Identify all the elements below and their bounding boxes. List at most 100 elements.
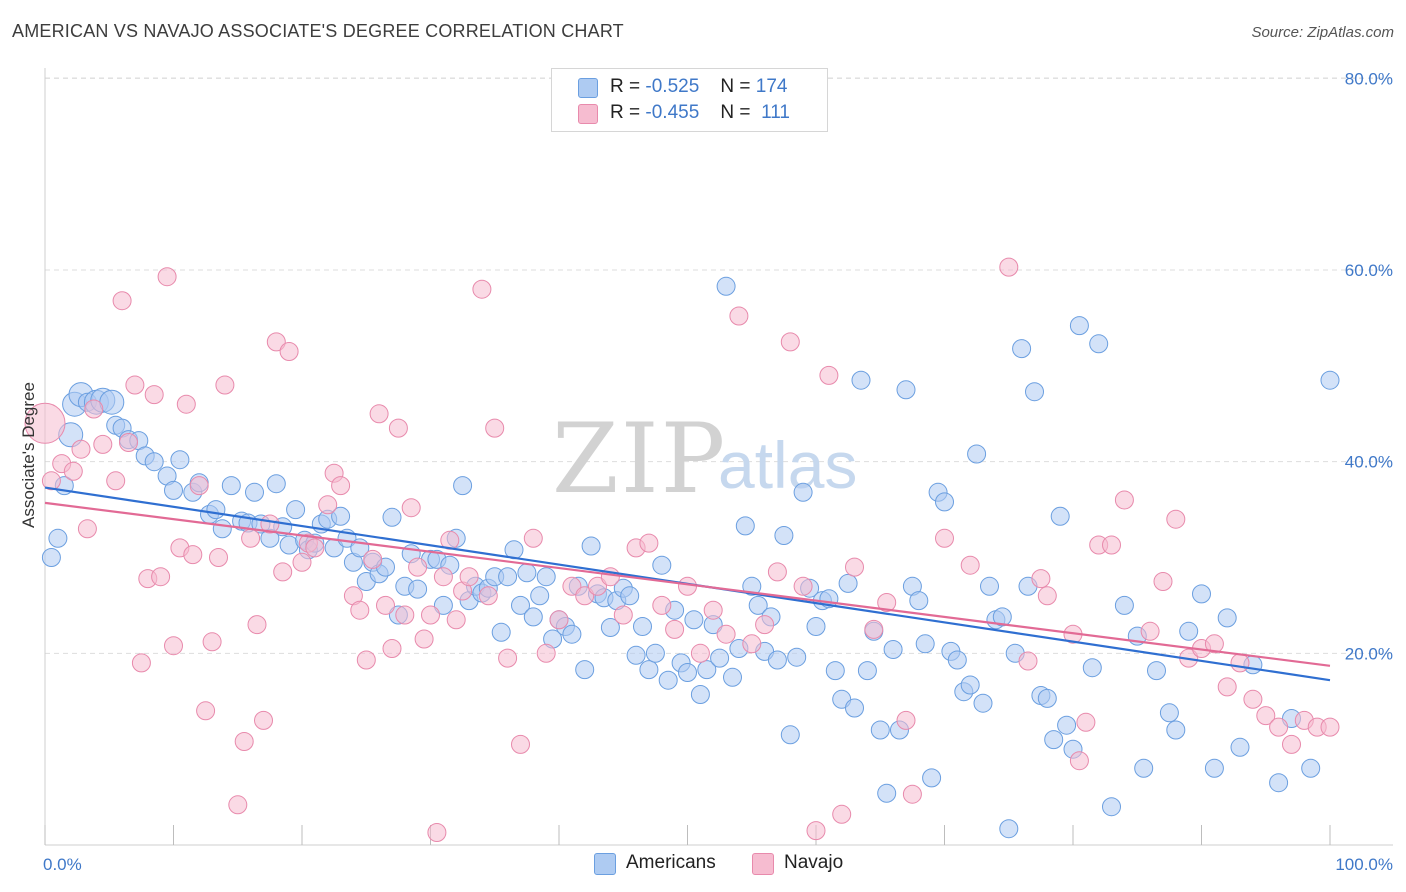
data-point-americans [909,591,929,611]
data-point-americans [947,650,967,670]
y-tick-label: 20.0% [1345,644,1393,663]
data-point-americans [1082,658,1102,678]
data-point-americans [1012,339,1032,359]
data-point-navajo [652,595,672,615]
data-point-navajo [780,332,800,352]
data-point-americans [600,618,620,637]
data-point-americans [838,573,858,593]
data-point-navajo [877,593,897,612]
data-point-americans [1147,661,1166,681]
data-point-americans [523,607,543,627]
data-point-navajo [1243,689,1263,709]
data-point-navajo [151,567,171,587]
data-point-americans [1269,773,1289,793]
data-point-navajo [536,643,556,663]
data-point-navajo [266,332,286,352]
data-point-navajo [665,619,685,639]
data-point-americans [935,492,954,512]
data-point-americans [1204,758,1224,778]
data-point-navajo [1153,572,1173,591]
data-point-navajo [459,567,479,587]
data-point-navajo [716,624,736,644]
data-point-navajo [1114,490,1134,510]
data-point-americans [1114,595,1134,615]
y-tick-label: 80.0% [1345,69,1393,88]
data-point-navajo [485,418,505,438]
data-point-navajo [549,610,569,630]
data-point-americans [806,617,826,636]
data-point-americans [723,667,742,687]
data-point-americans [453,476,473,496]
data-point-americans [1057,715,1077,735]
data-point-americans [170,450,190,470]
data-point-americans [960,675,980,695]
trend-line-navajo [44,501,1331,667]
data-point-americans [922,768,942,788]
data-point-americans [517,563,537,583]
data-point-americans [857,661,877,681]
legend-r-label: R = [610,76,641,97]
data-point-navajo [864,619,884,639]
data-point-navajo [119,433,138,452]
data-point-americans [491,622,511,642]
data-point-americans [530,586,550,606]
legend-swatch-navajo [578,104,598,124]
tick-labels: 20.0% 40.0% 60.0% 80.0% 0.0% 100.0% [43,69,1393,874]
data-point-americans [1069,316,1089,336]
data-point-navajo [71,439,91,459]
data-point-navajo [793,576,813,596]
data-point-navajo [703,600,723,620]
trend-lines [44,486,1331,682]
data-point-navajo [183,545,203,565]
data-point-americans [408,579,428,599]
data-point-navajo [446,610,466,630]
x-tick-label-start: 0.0% [43,855,82,874]
data-point-americans [1230,737,1250,757]
data-point-navajo [247,615,267,635]
data-point-navajo [318,495,338,515]
data-point-americans [883,640,903,659]
data-point-americans [331,506,351,526]
legend-n-label: N = [720,102,751,123]
data-point-navajo [896,710,916,730]
data-point-navajo [234,732,254,751]
data-point-americans [266,474,286,494]
data-point-navajo [690,643,710,663]
data-point-navajo [935,528,954,548]
data-point-navajo [767,562,787,582]
data-point-americans [581,536,601,556]
source-label: Source: ZipAtlas.com [1251,24,1394,41]
data-point-navajo [1320,717,1340,737]
data-point-americans [382,507,402,527]
data-point-americans [639,660,659,680]
data-point-americans [980,576,999,596]
data-point-navajo [742,634,762,654]
data-point-americans [1217,608,1237,628]
data-point-navajo [678,576,697,596]
data-point-navajo [84,399,104,419]
data-point-navajo [305,538,325,558]
data-point-americans [1166,720,1186,740]
data-point-navajo [845,557,864,577]
data-point-americans [620,586,640,606]
data-point-navajo [41,471,61,491]
data-point-navajo [331,476,351,496]
data-point-americans [870,720,890,740]
data-point-americans [787,647,807,667]
data-point-navajo [376,595,395,615]
data-point-americans [1301,758,1321,778]
data-point-americans [645,643,665,663]
data-point-americans [1025,382,1044,402]
data-point-navajo [254,710,273,730]
data-point-americans [992,607,1012,627]
data-point-navajo [382,639,402,658]
data-point-navajo [1166,509,1186,529]
data-point-americans [710,648,730,668]
data-point-navajo [350,600,370,620]
y-tick-label: 40.0% [1345,453,1393,472]
data-point-navajo [209,548,228,567]
data-point-americans [575,660,595,680]
data-point-americans [212,519,232,539]
data-point-americans [1037,688,1057,708]
